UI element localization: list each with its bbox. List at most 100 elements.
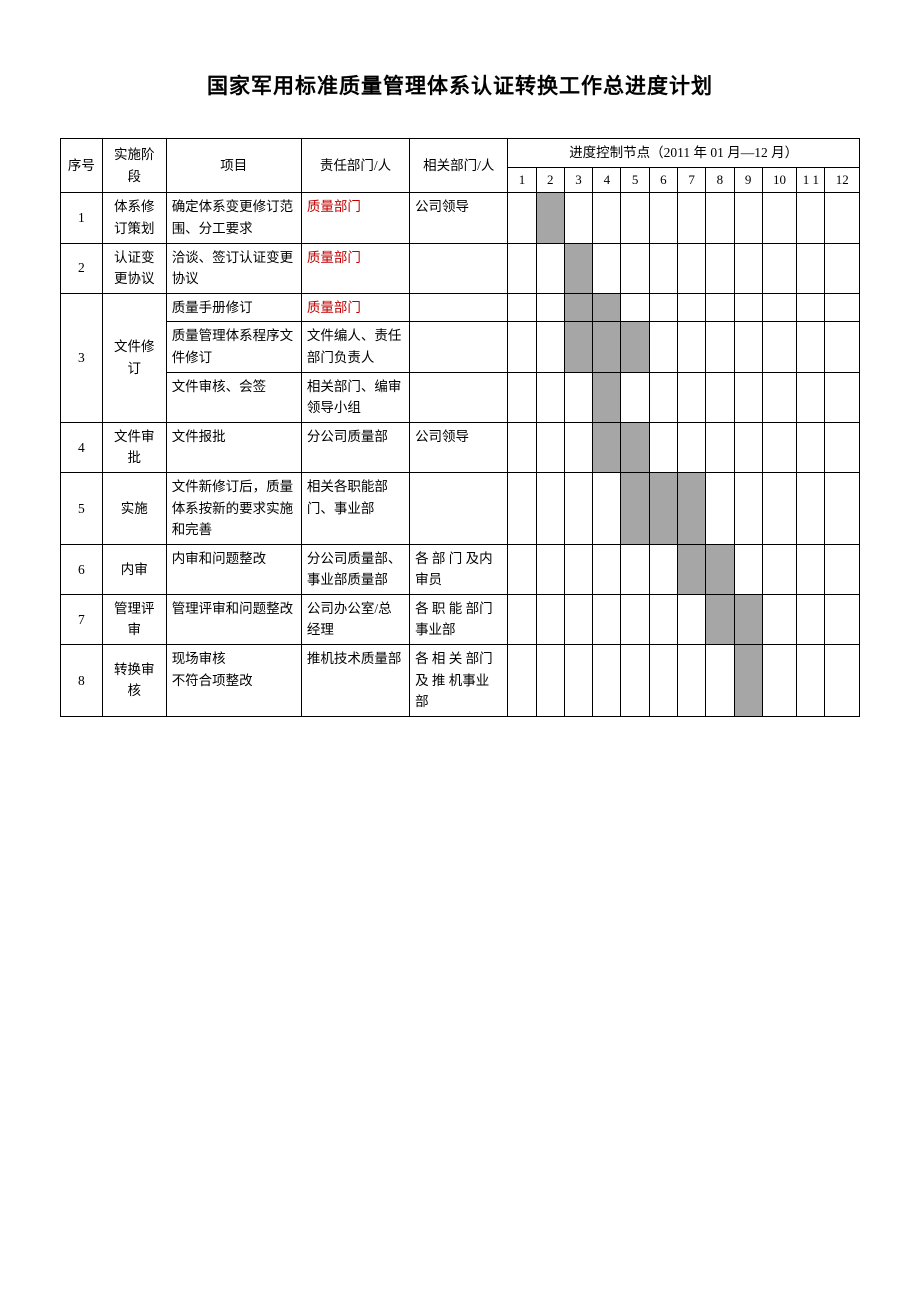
month-cell-9	[734, 322, 762, 372]
month-cell-8	[706, 594, 734, 644]
month-cell-12	[825, 243, 860, 293]
month-cell-5	[621, 322, 649, 372]
project-cell: 质量管理体系程序文件修订	[166, 322, 301, 372]
month-cell-4	[593, 372, 621, 422]
month-cell-2	[536, 594, 564, 644]
month-cell-3	[564, 243, 592, 293]
project-cell: 洽谈、签订认证变更协议	[166, 243, 301, 293]
seq-cell: 4	[61, 422, 103, 472]
month-cell-3	[564, 472, 592, 544]
header-stage: 实施阶段	[102, 139, 166, 193]
month-cell-6	[649, 322, 677, 372]
seq-cell: 8	[61, 645, 103, 717]
seq-cell: 3	[61, 293, 103, 422]
stage-cell: 文件修订	[102, 293, 166, 422]
month-cell-5	[621, 645, 649, 717]
month-cell-12	[825, 472, 860, 544]
dept-cell: 质量部门	[301, 243, 409, 293]
header-month-9: 9	[734, 167, 762, 193]
month-cell-9	[734, 544, 762, 594]
month-cell-3	[564, 193, 592, 243]
related-cell: 各 部 门 及内审员	[410, 544, 508, 594]
month-cell-7	[677, 544, 705, 594]
seq-cell: 1	[61, 193, 103, 243]
month-cell-8	[706, 422, 734, 472]
month-cell-4	[593, 322, 621, 372]
month-cell-3	[564, 372, 592, 422]
month-cell-12	[825, 293, 860, 322]
project-cell: 管理评审和问题整改	[166, 594, 301, 644]
month-cell-1	[508, 372, 536, 422]
month-cell-6	[649, 544, 677, 594]
month-cell-11	[797, 645, 825, 717]
month-cell-8	[706, 293, 734, 322]
dept-cell: 文件编人、责任部门负责人	[301, 322, 409, 372]
month-cell-10	[762, 472, 796, 544]
dept-cell: 分公司质量部、事业部质量部	[301, 544, 409, 594]
month-cell-4	[593, 472, 621, 544]
page-title: 国家军用标准质量管理体系认证转换工作总进度计划	[60, 70, 860, 100]
stage-cell: 实施	[102, 472, 166, 544]
header-month-10: 10	[762, 167, 796, 193]
month-cell-11	[797, 322, 825, 372]
month-cell-7	[677, 594, 705, 644]
month-cell-1	[508, 594, 536, 644]
month-cell-3	[564, 594, 592, 644]
project-cell: 文件新修订后，质量体系按新的要求实施和完善	[166, 472, 301, 544]
month-cell-3	[564, 293, 592, 322]
month-cell-11	[797, 422, 825, 472]
dept-cell: 推机技术质量部	[301, 645, 409, 717]
month-cell-2	[536, 193, 564, 243]
month-cell-5	[621, 193, 649, 243]
month-cell-1	[508, 193, 536, 243]
month-cell-4	[593, 243, 621, 293]
month-cell-9	[734, 293, 762, 322]
related-cell	[410, 472, 508, 544]
seq-cell: 2	[61, 243, 103, 293]
month-cell-6	[649, 193, 677, 243]
month-cell-10	[762, 645, 796, 717]
month-cell-1	[508, 322, 536, 372]
month-cell-10	[762, 322, 796, 372]
month-cell-6	[649, 594, 677, 644]
month-cell-12	[825, 594, 860, 644]
related-cell	[410, 243, 508, 293]
month-cell-3	[564, 645, 592, 717]
month-cell-12	[825, 645, 860, 717]
month-cell-7	[677, 472, 705, 544]
related-cell	[410, 293, 508, 322]
month-cell-8	[706, 193, 734, 243]
header-month-7: 7	[677, 167, 705, 193]
month-cell-9	[734, 372, 762, 422]
month-cell-12	[825, 422, 860, 472]
header-month-3: 3	[564, 167, 592, 193]
month-cell-12	[825, 372, 860, 422]
month-cell-3	[564, 544, 592, 594]
month-cell-8	[706, 472, 734, 544]
month-cell-2	[536, 645, 564, 717]
month-cell-11	[797, 243, 825, 293]
header-month-8: 8	[706, 167, 734, 193]
month-cell-9	[734, 645, 762, 717]
month-cell-4	[593, 645, 621, 717]
month-cell-5	[621, 594, 649, 644]
month-cell-5	[621, 422, 649, 472]
month-cell-10	[762, 422, 796, 472]
month-cell-7	[677, 422, 705, 472]
header-month-11: 1 1	[797, 167, 825, 193]
month-cell-2	[536, 422, 564, 472]
month-cell-4	[593, 193, 621, 243]
month-cell-7	[677, 645, 705, 717]
month-cell-4	[593, 544, 621, 594]
header-month-4: 4	[593, 167, 621, 193]
month-cell-2	[536, 372, 564, 422]
stage-cell: 认证变更协议	[102, 243, 166, 293]
month-cell-5	[621, 293, 649, 322]
month-cell-11	[797, 293, 825, 322]
schedule-table: 序号实施阶段项目责任部门/人相关部门/人进度控制节点（2011 年 01 月—1…	[60, 138, 860, 717]
header-month-6: 6	[649, 167, 677, 193]
header-month-1: 1	[508, 167, 536, 193]
month-cell-9	[734, 422, 762, 472]
header-month-5: 5	[621, 167, 649, 193]
dept-cell: 质量部门	[301, 193, 409, 243]
